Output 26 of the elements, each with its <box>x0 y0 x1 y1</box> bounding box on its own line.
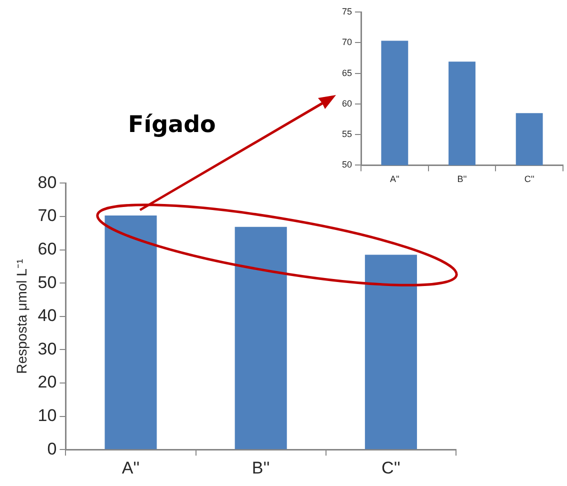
x-tick-label: C'' <box>382 458 400 478</box>
bar <box>234 226 287 450</box>
y-tick-label: 80 <box>38 172 57 192</box>
y-tick-label: 20 <box>38 372 57 392</box>
y-tick-label: 65 <box>342 68 352 78</box>
x-tick-label: B'' <box>457 174 467 184</box>
y-tick-label: 40 <box>38 306 57 326</box>
y-tick-label: 70 <box>342 37 352 48</box>
y-tick-label: 50 <box>38 272 57 292</box>
x-tick-label: B'' <box>252 458 270 478</box>
y-tick-label: 30 <box>38 339 57 358</box>
bar <box>364 254 417 450</box>
y-tick-label: 60 <box>342 98 352 108</box>
x-tick-label: A'' <box>122 458 140 478</box>
y-tick-label: 75 <box>342 6 352 16</box>
y-tick-label: 10 <box>38 406 57 425</box>
y-tick-label: 70 <box>38 206 57 226</box>
x-tick-label: C'' <box>524 174 535 184</box>
bar <box>104 216 157 450</box>
y-tick-label: 0 <box>47 439 57 458</box>
y-axis-title: Resposta μmol L⁻¹ <box>13 258 30 374</box>
text: Fígado <box>128 112 216 138</box>
y-tick-label: 55 <box>342 129 352 140</box>
y-tick-label: 60 <box>38 239 57 258</box>
x-tick-label: A'' <box>390 174 400 184</box>
y-tick-label: 50 <box>342 160 352 170</box>
